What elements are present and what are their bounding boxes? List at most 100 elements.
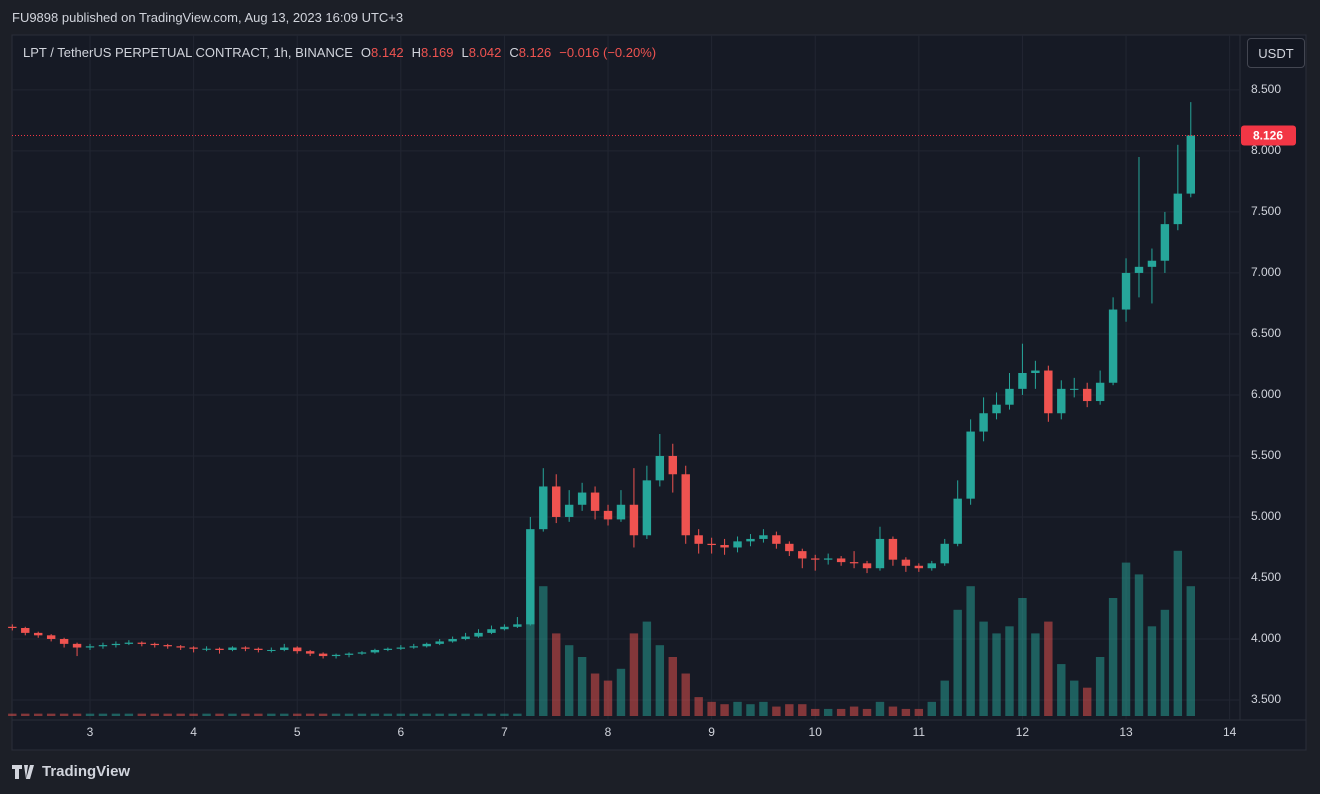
candle-body xyxy=(1121,272,1131,310)
candle-body xyxy=(344,653,354,655)
candle-body xyxy=(888,538,898,560)
y-tick-label: 6.000 xyxy=(1251,387,1281,401)
candle-body xyxy=(1082,388,1092,402)
last-price-badge xyxy=(1241,125,1296,146)
currency-button[interactable]: USDT xyxy=(1247,38,1305,68)
volume-bar xyxy=(668,657,677,716)
legend: LPT / TetherUS PERPETUAL CONTRACT, 1h, B… xyxy=(23,45,656,60)
candle-body xyxy=(474,632,483,637)
candle-body xyxy=(241,647,250,649)
volume-bar xyxy=(293,713,302,716)
volume-bar xyxy=(1082,687,1092,716)
volume-bar xyxy=(98,713,108,716)
candle-body xyxy=(487,629,496,633)
ohlc-value: 8.142 xyxy=(371,45,404,60)
ohlc-key: L xyxy=(461,45,469,60)
volume-bar xyxy=(1031,633,1040,716)
volume-bar xyxy=(720,704,729,716)
candle-body xyxy=(111,643,121,646)
volume-bar xyxy=(396,713,406,716)
volume-bar xyxy=(1005,626,1014,716)
volume-bar xyxy=(849,706,859,716)
candle-body xyxy=(72,643,82,648)
candle-body xyxy=(746,538,755,542)
candle-body xyxy=(163,645,172,647)
y-tick-label: 7.000 xyxy=(1251,265,1281,279)
candle-body xyxy=(1095,382,1105,402)
candle-body xyxy=(228,647,237,650)
volume-bar xyxy=(1160,609,1170,716)
volume-bar xyxy=(189,713,198,716)
volume-bar xyxy=(1095,657,1105,716)
candle-body xyxy=(1070,388,1079,390)
volume-bar xyxy=(21,713,30,716)
candle-body xyxy=(422,643,431,647)
y-tick-label: 7.500 xyxy=(1251,204,1281,218)
volume-bar xyxy=(785,704,794,716)
volume-bar xyxy=(539,586,548,716)
candle-body xyxy=(396,647,406,649)
volume-bar xyxy=(798,704,807,716)
candle-body xyxy=(215,648,224,650)
candle-body xyxy=(267,649,276,651)
volume-bar xyxy=(823,708,833,716)
candle-body xyxy=(383,648,393,650)
volume-bar xyxy=(642,621,652,716)
candle-body xyxy=(370,649,380,653)
candle-body xyxy=(280,647,289,650)
x-tick-label: 7 xyxy=(501,725,508,739)
volume-bar xyxy=(862,708,872,716)
candle-body xyxy=(435,641,444,644)
brand-name: TradingView xyxy=(42,763,131,780)
ohlc-key: O xyxy=(360,45,372,60)
x-tick-label: 10 xyxy=(809,725,823,739)
candle-body xyxy=(46,635,56,639)
candle-body xyxy=(1031,370,1040,373)
candle-body xyxy=(590,492,600,511)
volume-bar xyxy=(202,713,211,716)
ohlc-key: C xyxy=(509,45,519,60)
volume-bar xyxy=(448,713,457,716)
candle-body xyxy=(875,538,885,569)
volume-bar xyxy=(1186,586,1195,716)
candle-body xyxy=(927,563,936,569)
volume-bar xyxy=(383,713,393,716)
volume-bar xyxy=(163,713,172,716)
y-tick-label: 8.000 xyxy=(1251,143,1281,157)
candle-body xyxy=(979,413,988,432)
candle-body xyxy=(836,558,846,563)
volume-bar xyxy=(1070,680,1079,716)
candle-body xyxy=(59,638,69,644)
candle-body xyxy=(1018,372,1027,389)
candle-body xyxy=(539,486,548,530)
volume-bar xyxy=(370,713,380,716)
volume-bar xyxy=(888,706,898,716)
volume-bar xyxy=(137,713,147,716)
x-tick-label: 11 xyxy=(913,725,926,739)
ohlc-key: H xyxy=(411,45,421,60)
axes: 3.500 4.000 4.500 5.000 5.500 6.000 6.500 7.000… xyxy=(12,82,1296,739)
candle-body xyxy=(189,647,198,649)
candle-body xyxy=(305,651,315,654)
volume-bar xyxy=(1018,598,1027,716)
candle-body xyxy=(733,541,742,548)
volume-bar xyxy=(681,673,690,716)
y-tick-label: 8.500 xyxy=(1251,82,1281,96)
candle-body xyxy=(811,558,820,560)
candle-body xyxy=(1160,224,1170,261)
candle-body xyxy=(759,535,768,539)
y-tick-label: 5.500 xyxy=(1251,448,1281,462)
x-tick-label: 5 xyxy=(294,725,301,739)
volume-bar xyxy=(280,713,289,716)
candle-body xyxy=(137,642,147,644)
volume-bar xyxy=(629,633,639,716)
volume-bar xyxy=(992,633,1001,716)
candle-body xyxy=(318,653,328,657)
candle-body xyxy=(564,504,574,517)
candle-body xyxy=(1044,370,1053,414)
ohlc-value: 8.126 xyxy=(518,45,552,60)
volume-bar xyxy=(927,701,936,716)
volume-bar xyxy=(215,713,224,716)
